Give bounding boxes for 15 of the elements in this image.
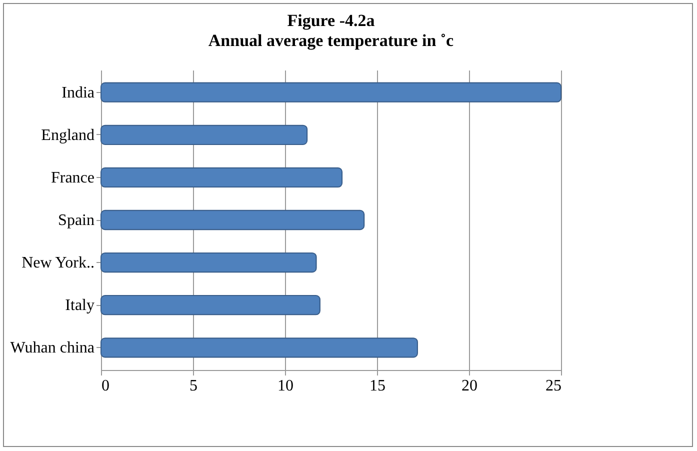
- y-tick-label: France: [50, 169, 94, 186]
- y-tick-label: Wuhan china: [10, 340, 94, 357]
- x-tick-label: 25: [546, 378, 562, 394]
- x-tick-label: 20: [462, 378, 478, 394]
- x-tick-label: 15: [370, 378, 386, 394]
- y-tick-label: New York..: [22, 254, 94, 272]
- y-tick-label: England: [41, 126, 94, 144]
- x-tick-label: 10: [278, 378, 294, 394]
- x-tick-label: 5: [190, 378, 198, 394]
- y-tick-label: Italy: [65, 297, 94, 314]
- chart-title: Figure -4.2a: [287, 11, 376, 30]
- chart-subtitle: Annual average temperature in ˚c: [208, 31, 454, 50]
- y-tick-label: India: [62, 84, 94, 102]
- x-tick-label: 0: [102, 378, 110, 394]
- y-tick-label: Spain: [58, 212, 94, 229]
